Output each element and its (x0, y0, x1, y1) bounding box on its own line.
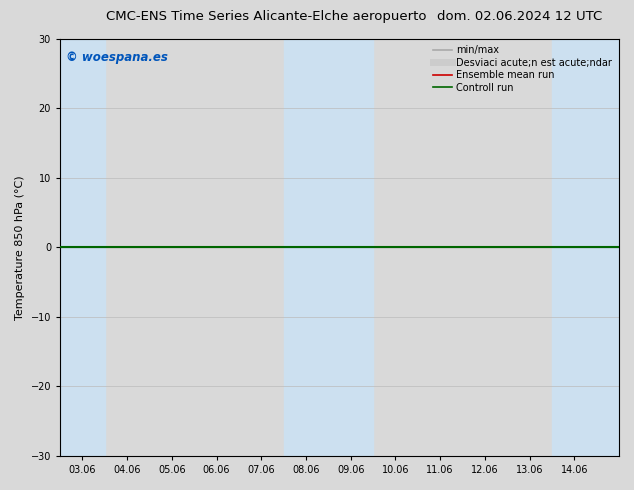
Text: dom. 02.06.2024 12 UTC: dom. 02.06.2024 12 UTC (437, 10, 602, 23)
Bar (60, 39, 105, 456)
Y-axis label: Temperature 850 hPa (°C): Temperature 850 hPa (°C) (15, 175, 25, 319)
Text: CMC-ENS Time Series Alicante-Elche aeropuerto: CMC-ENS Time Series Alicante-Elche aerop… (106, 10, 427, 23)
Bar (552, 39, 634, 456)
Bar (283, 39, 373, 456)
Text: © woespana.es: © woespana.es (66, 51, 167, 64)
Legend: min/max, Desviaci acute;n est acute;ndar, Ensemble mean run, Controll run: min/max, Desviaci acute;n est acute;ndar… (431, 44, 614, 95)
